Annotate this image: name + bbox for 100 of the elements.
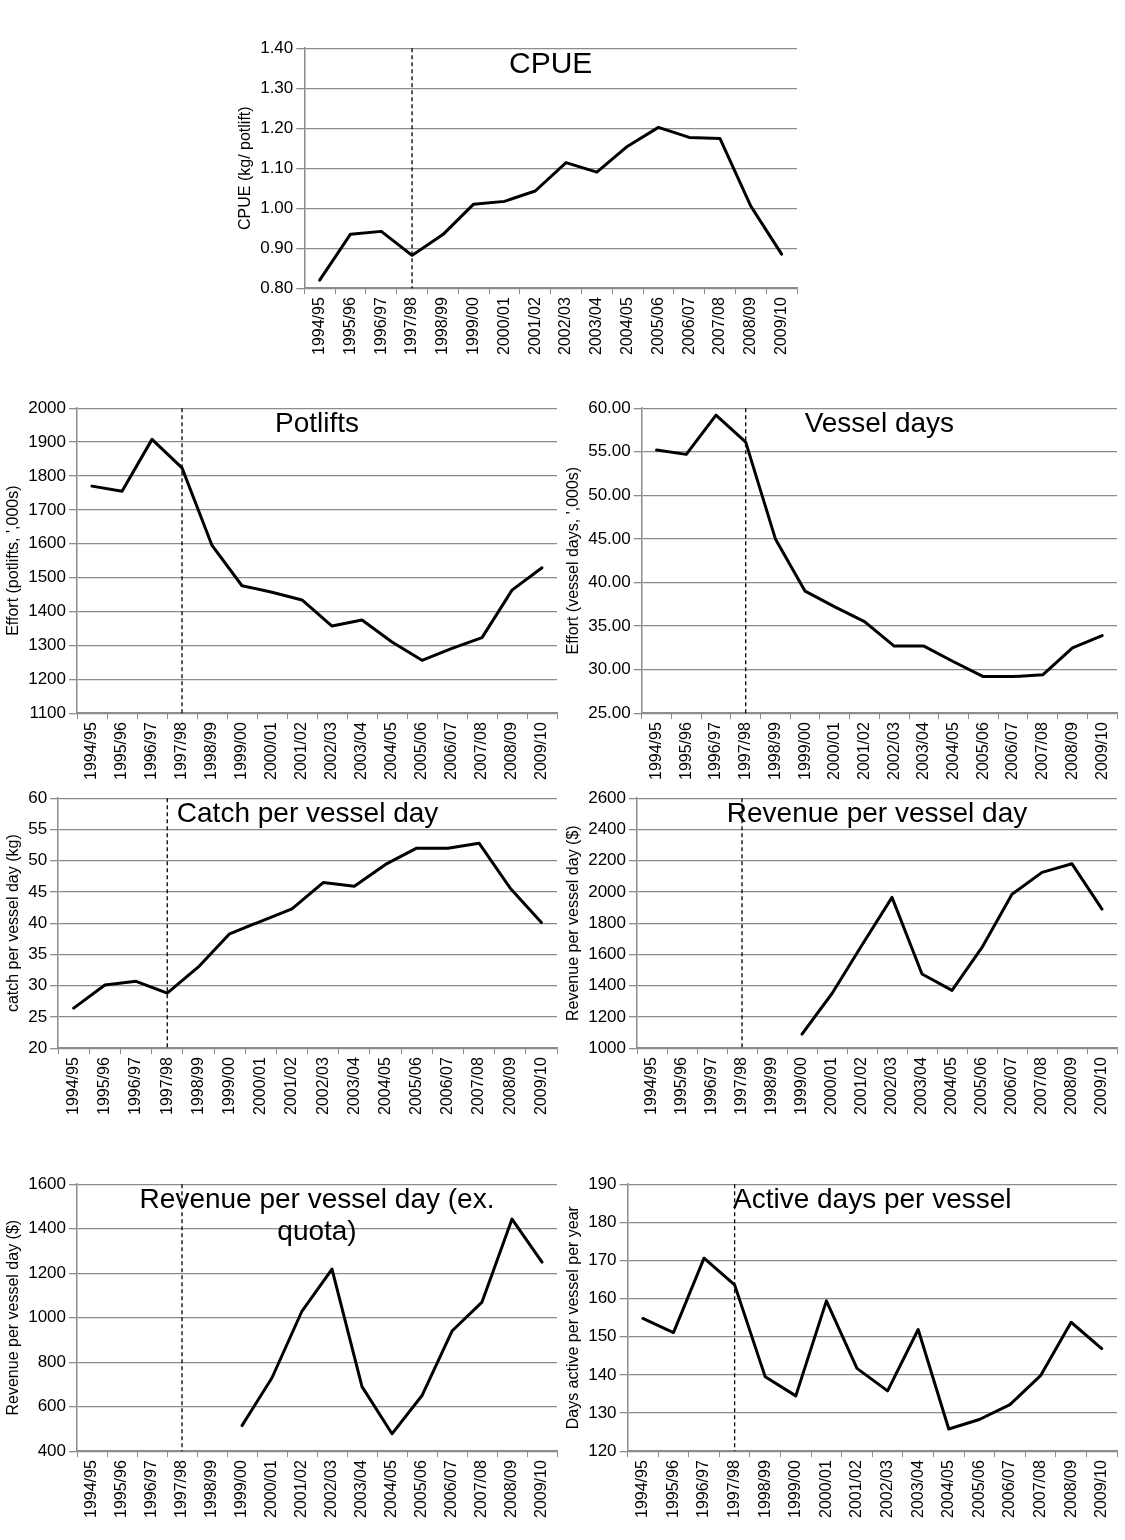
- y-tick-label: 130: [588, 1402, 617, 1422]
- text: Revenue per vessel day (ex. quota): [139, 1182, 495, 1247]
- x-tick-label: 2005/06: [412, 722, 430, 781]
- x-tick-label: 2002/03: [322, 722, 340, 781]
- y-tick-label: 1200: [28, 668, 67, 688]
- x-tick-label: 2001/02: [282, 1057, 300, 1116]
- x-tick-label: 2007/08: [472, 1460, 490, 1519]
- chart-title: Revenue per vessel day: [726, 796, 1028, 828]
- y-tick-label: 800: [37, 1351, 67, 1371]
- y-tick-label: 50: [28, 850, 48, 870]
- x-tick-label: 2003/04: [912, 1057, 930, 1116]
- x-tick-label: 2002/03: [322, 1460, 340, 1519]
- y-tick-label: 2000: [588, 881, 627, 901]
- y-tick-label: 45.00: [588, 528, 631, 548]
- y-tick-label: 1200: [588, 1006, 627, 1026]
- x-tick-label: 2006/07: [1000, 1460, 1018, 1519]
- x-tick-label: 2003/04: [587, 297, 605, 356]
- x-tick-label: 1996/97: [706, 722, 724, 781]
- x-tick-label: 2001/02: [292, 1460, 310, 1519]
- x-tick-label: 1995/96: [672, 1057, 690, 1116]
- y-tick-label: 1800: [588, 912, 627, 932]
- y-tick-label: 180: [588, 1212, 617, 1232]
- x-tick-label: 2003/04: [914, 722, 932, 781]
- x-tick-label: 1997/98: [157, 1057, 175, 1116]
- x-tick-label: 2005/06: [412, 1460, 430, 1519]
- x-tick-label: 2009/10: [532, 1460, 550, 1519]
- y-tick-label: 1.20: [260, 117, 294, 137]
- chart-title: Potlifts: [274, 406, 360, 438]
- x-tick-label: 1996/97: [126, 1057, 144, 1116]
- y-tick-label: 25: [28, 1006, 48, 1026]
- x-tick-label: 2008/09: [500, 1057, 518, 1116]
- x-tick-label: 2006/07: [438, 1057, 456, 1116]
- y-tick-label: 30.00: [588, 659, 631, 679]
- y-tick-label: 2000: [28, 397, 67, 417]
- y-tick-label: 20: [28, 1037, 48, 1057]
- x-tick-label: 1994/95: [82, 1460, 100, 1519]
- chart-title: CPUE: [508, 46, 593, 80]
- x-tick-label: 2006/07: [1003, 722, 1021, 781]
- x-tick-label: 2000/01: [825, 722, 843, 781]
- y-axis-title: Effort (vessel days, ',000s): [564, 466, 582, 655]
- x-tick-label: 1999/00: [786, 1460, 804, 1519]
- y-tick-label: 120: [588, 1440, 617, 1460]
- x-tick-label: 1994/95: [310, 297, 328, 356]
- y-tick-label: 600: [37, 1396, 67, 1416]
- x-tick-label: 2003/04: [908, 1460, 926, 1519]
- chart-title: Vessel days: [804, 406, 955, 438]
- x-tick-label: 1999/00: [795, 722, 813, 781]
- x-tick-label: 1994/95: [82, 722, 100, 781]
- x-tick-label: 1996/97: [142, 722, 160, 781]
- x-tick-label: 2001/02: [847, 1460, 865, 1519]
- y-tick-label: 2200: [588, 850, 627, 870]
- x-tick-label: 1997/98: [172, 722, 190, 781]
- x-tick-label: 1994/95: [642, 1057, 660, 1116]
- x-tick-label: 2000/01: [822, 1057, 840, 1116]
- x-tick-label: 1996/97: [371, 297, 389, 356]
- y-tick-label: 55: [28, 819, 48, 839]
- x-tick-label: 2002/03: [882, 1057, 900, 1116]
- y-tick-label: 25.00: [588, 702, 631, 722]
- x-tick-label: 1997/98: [402, 297, 420, 356]
- x-tick-label: 2009/10: [1092, 1057, 1110, 1116]
- x-tick-label: 2007/08: [710, 297, 728, 356]
- y-tick-label: 1000: [28, 1307, 67, 1327]
- x-tick-label: 2006/07: [442, 722, 460, 781]
- x-tick-label: 1997/98: [172, 1460, 190, 1519]
- x-tick-label: 1999/00: [792, 1057, 810, 1116]
- x-tick-label: 2008/09: [1061, 1460, 1079, 1519]
- x-tick-label: 1997/98: [725, 1460, 743, 1519]
- x-tick-label: 2004/05: [382, 722, 400, 781]
- x-tick-label: 1998/99: [202, 1460, 220, 1519]
- x-tick-label: 2007/08: [1033, 722, 1051, 781]
- x-tick-label: 2005/06: [972, 1057, 990, 1116]
- x-tick-label: 2007/08: [1032, 1057, 1050, 1116]
- x-tick-label: 2009/10: [1092, 1460, 1110, 1519]
- y-tick-label: 30: [28, 975, 48, 995]
- x-tick-label: 1996/97: [694, 1460, 712, 1519]
- x-tick-label: 2000/01: [494, 297, 512, 356]
- x-tick-label: 2004/05: [942, 1057, 960, 1116]
- y-axis-title: catch per vessel day (kg): [4, 834, 22, 1013]
- y-tick-label: 0.90: [260, 237, 294, 257]
- y-axis-title: CPUE (kg/ potlift): [236, 106, 254, 230]
- y-tick-label: 1600: [28, 1173, 67, 1193]
- y-tick-label: 1.30: [260, 77, 294, 97]
- x-tick-label: 2005/06: [648, 297, 666, 356]
- x-tick-label: 1994/95: [64, 1057, 82, 1116]
- y-tick-label: 1800: [28, 465, 67, 485]
- y-tick-label: 1400: [28, 601, 67, 621]
- y-tick-label: 40: [28, 912, 48, 932]
- y-axis-title: Revenue per vessel day ($): [564, 825, 582, 1022]
- x-tick-label: 2006/07: [1002, 1057, 1020, 1116]
- x-tick-label: 2009/10: [1092, 722, 1110, 781]
- x-tick-label: 2009/10: [772, 297, 790, 356]
- x-tick-label: 1999/00: [232, 722, 250, 781]
- x-tick-label: 2006/07: [679, 297, 697, 356]
- x-tick-label: 2004/05: [382, 1460, 400, 1519]
- x-tick-label: 2005/06: [969, 1460, 987, 1519]
- y-tick-label: 35.00: [588, 615, 631, 635]
- y-tick-label: 160: [588, 1288, 617, 1308]
- x-tick-label: 2000/01: [251, 1057, 269, 1116]
- x-tick-label: 2000/01: [262, 722, 280, 781]
- y-tick-label: 55.00: [588, 441, 631, 461]
